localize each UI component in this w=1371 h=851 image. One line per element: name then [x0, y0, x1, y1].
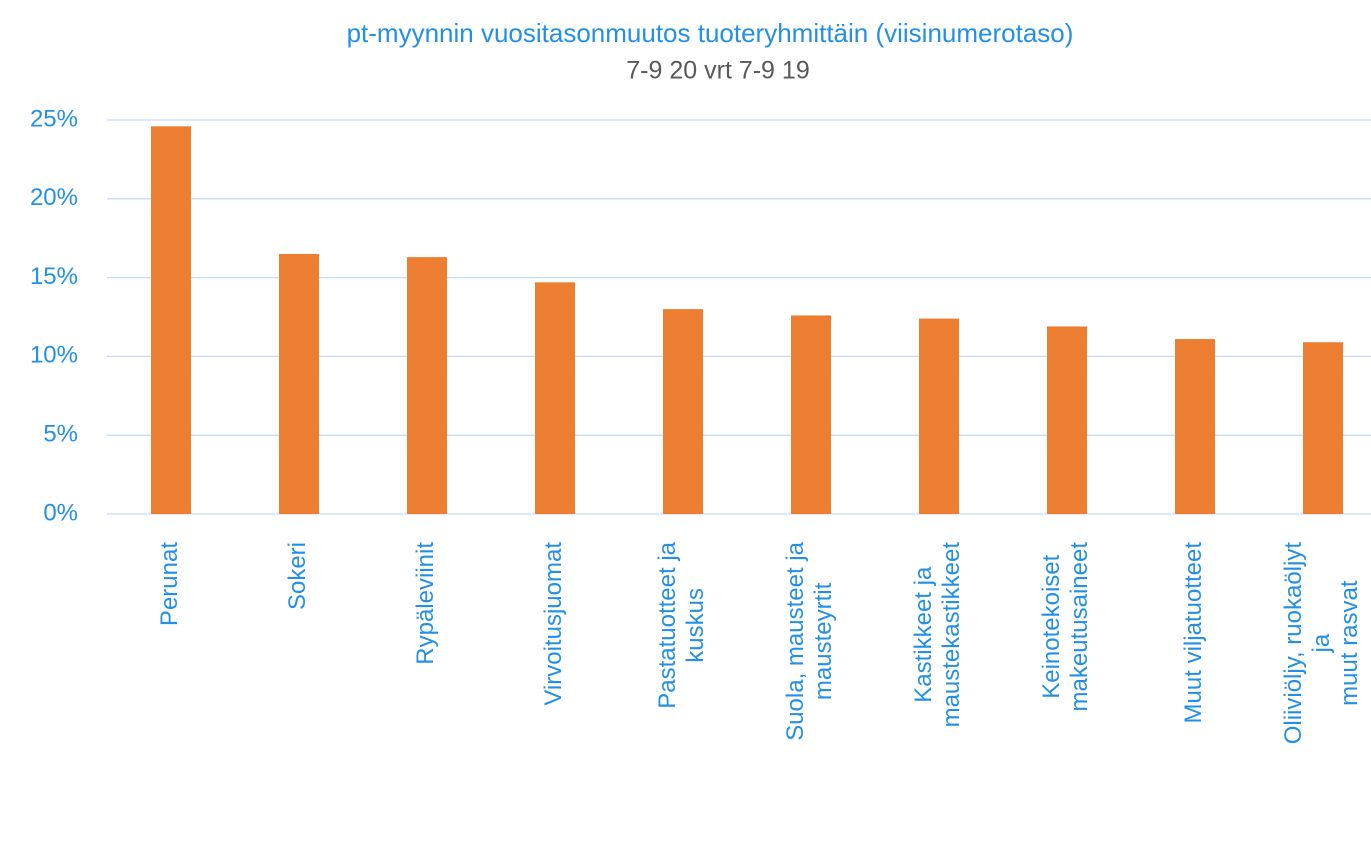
- bar: [407, 257, 447, 514]
- bar: [663, 309, 703, 514]
- x-tick-label: Suola, mausteet jamausteyrtit: [782, 541, 837, 740]
- bar: [151, 126, 191, 514]
- bar: [1047, 326, 1087, 514]
- x-tick-label: Oliiviöljy, ruokaöljytjamuut rasvat: [1280, 542, 1363, 745]
- y-tick-label: 0%: [43, 499, 78, 526]
- chart-subtitle: 7-9 20 vrt 7-9 19: [626, 57, 809, 85]
- chart-title: pt-myynnin vuositasonmuutos tuoteryhmitt…: [347, 18, 1074, 48]
- y-tick-label: 10%: [30, 342, 78, 369]
- y-tick-label: 20%: [30, 184, 78, 211]
- x-tick-label: Muut viljatuotteet: [1180, 542, 1207, 724]
- bar: [535, 282, 575, 514]
- bar: [279, 253, 319, 514]
- y-tick-label: 5%: [43, 421, 78, 448]
- x-tick-label: Virvoitusjuomat: [540, 542, 567, 706]
- bar: [791, 315, 831, 514]
- y-tick-label: 15%: [30, 263, 78, 290]
- x-tick-label: Keinotekoisetmakeutusaineet: [1038, 542, 1093, 712]
- x-tick-label: Sokeri: [284, 542, 311, 610]
- x-tick-label: Pastatuotteet jakuskus: [654, 541, 709, 708]
- bar: [1303, 342, 1343, 514]
- x-tick-label: Perunat: [156, 542, 183, 626]
- x-tick-label: Rypäleviinit: [412, 542, 439, 665]
- bar: [919, 318, 959, 514]
- y-tick-label: 25%: [30, 105, 78, 132]
- x-tick-label: Kastikkeet jamaustekastikkeet: [910, 542, 965, 728]
- bar: [1175, 339, 1215, 514]
